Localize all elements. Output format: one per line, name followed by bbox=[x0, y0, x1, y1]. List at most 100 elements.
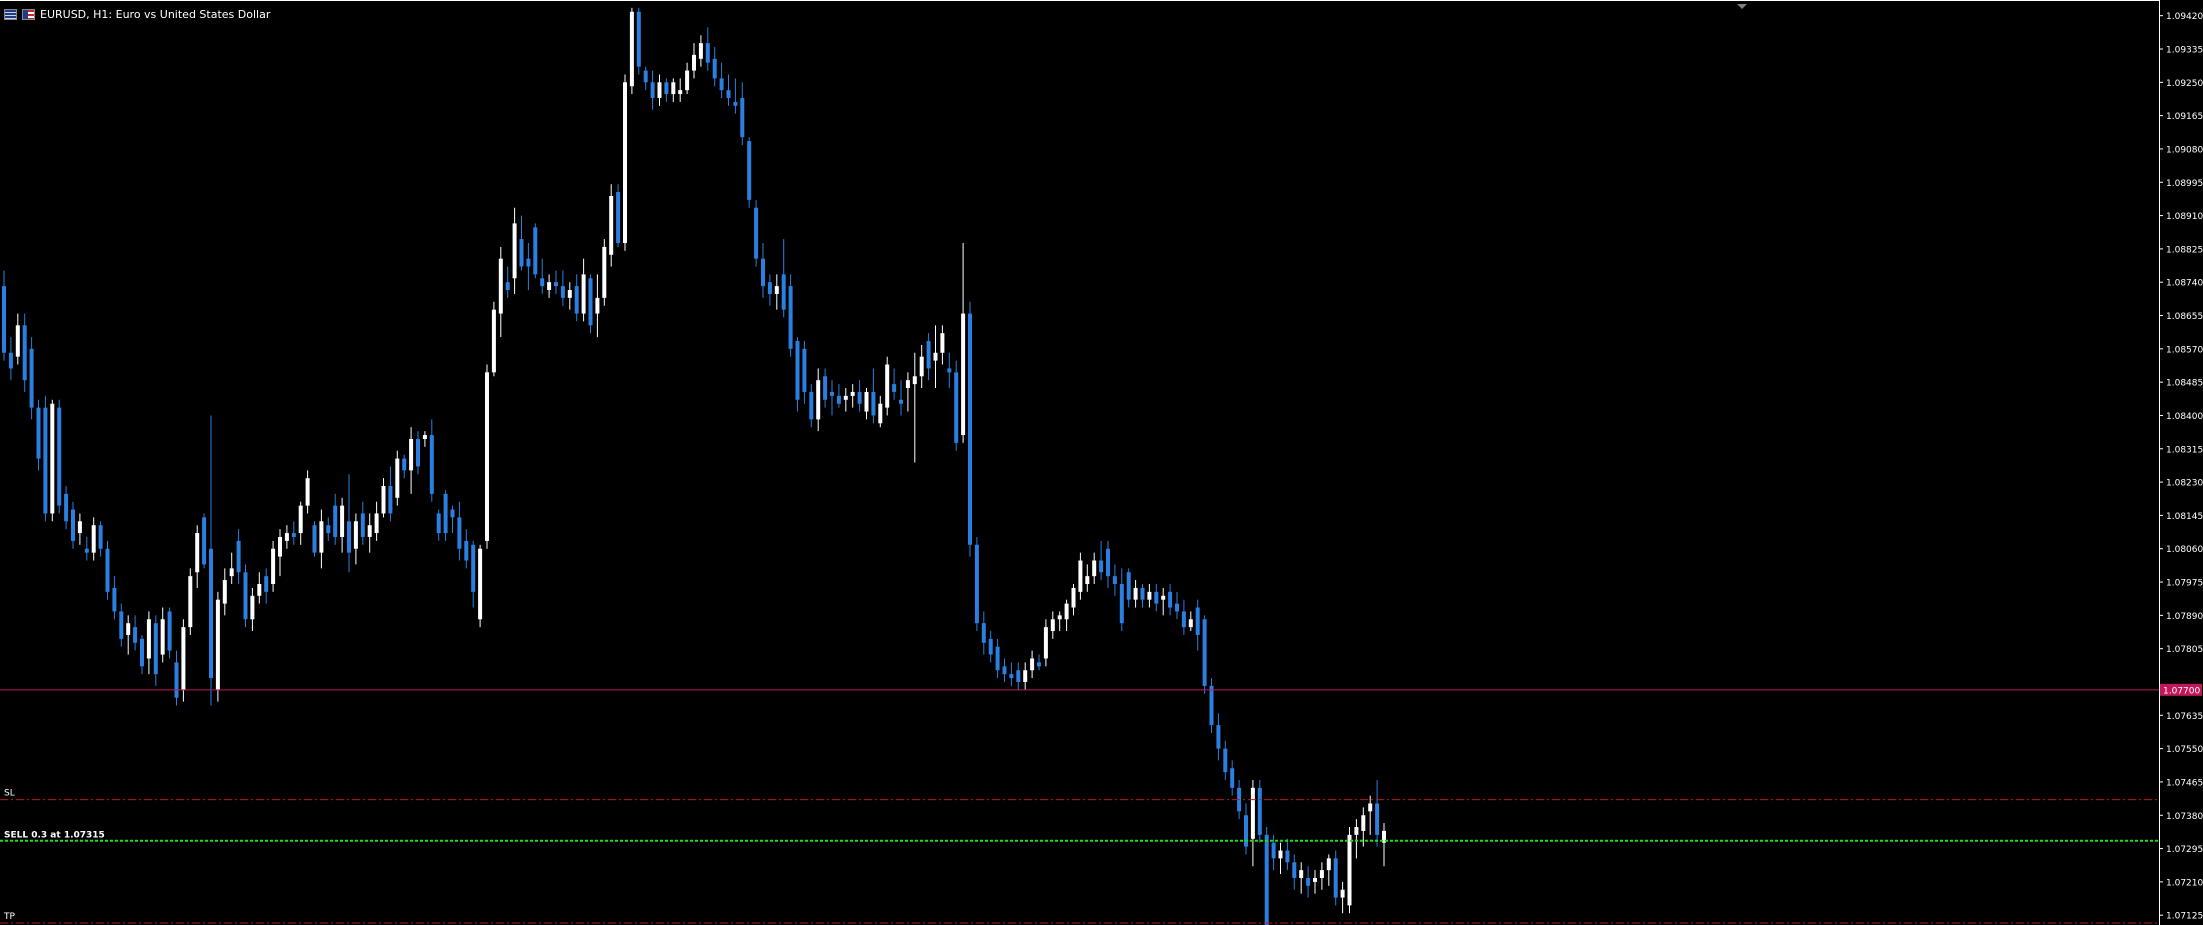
candle-body bbox=[747, 141, 752, 200]
candle-body bbox=[284, 533, 289, 541]
candle bbox=[112, 576, 117, 620]
candle-body bbox=[1057, 615, 1062, 620]
candle-body bbox=[685, 70, 690, 91]
candle-body bbox=[126, 623, 131, 635]
candle-body bbox=[795, 340, 800, 400]
candle-body bbox=[664, 82, 669, 95]
candle bbox=[436, 509, 441, 541]
candle-body bbox=[1278, 850, 1283, 859]
candle bbox=[1168, 584, 1173, 616]
candle-body bbox=[1112, 576, 1117, 585]
candle bbox=[1119, 568, 1124, 632]
candle bbox=[843, 388, 848, 412]
candle bbox=[933, 325, 938, 389]
candle bbox=[409, 427, 414, 494]
price-axis-label: 1.07550 bbox=[2166, 745, 2203, 755]
candle bbox=[774, 274, 779, 310]
candle-body bbox=[1078, 560, 1083, 592]
candle-body bbox=[995, 646, 1000, 671]
candle bbox=[160, 607, 165, 663]
chart-menu-icon[interactable] bbox=[4, 8, 17, 20]
candle-body bbox=[1375, 803, 1380, 835]
candle bbox=[968, 301, 972, 557]
candle-body bbox=[595, 297, 600, 314]
candle-body bbox=[133, 627, 138, 643]
candle bbox=[733, 78, 738, 114]
candle-body bbox=[395, 458, 400, 498]
candle-body bbox=[1306, 877, 1311, 886]
candle-body bbox=[91, 525, 96, 553]
candle-body bbox=[84, 548, 89, 553]
scroll-marker-icon[interactable] bbox=[1737, 4, 1747, 9]
candle bbox=[940, 325, 945, 365]
price-axis-label: 1.09080 bbox=[2166, 145, 2203, 155]
candle-body bbox=[657, 82, 662, 98]
candle-body bbox=[1264, 834, 1269, 925]
candle bbox=[602, 239, 607, 306]
candle bbox=[754, 199, 759, 267]
candle-body bbox=[1244, 815, 1248, 847]
candle-body bbox=[236, 540, 241, 573]
candle bbox=[229, 552, 234, 585]
candle bbox=[540, 258, 545, 294]
candle-body bbox=[498, 258, 503, 314]
candle bbox=[215, 591, 220, 702]
candle bbox=[491, 301, 496, 377]
candle-body bbox=[491, 309, 496, 373]
candle-body bbox=[1361, 815, 1366, 831]
candle-body bbox=[1168, 591, 1173, 608]
candle bbox=[1057, 611, 1062, 632]
price-axis-label: 1.07380 bbox=[2166, 812, 2203, 822]
candle-body bbox=[878, 403, 883, 424]
candle-body bbox=[1175, 603, 1179, 612]
candle bbox=[1050, 611, 1055, 639]
candle-body bbox=[581, 274, 586, 314]
candle-body bbox=[988, 638, 993, 655]
candle bbox=[57, 399, 62, 514]
candle bbox=[1375, 779, 1380, 847]
candle-body bbox=[809, 391, 814, 420]
candle bbox=[864, 388, 869, 420]
candle bbox=[222, 568, 227, 616]
candle-body bbox=[526, 258, 531, 267]
candle-body bbox=[616, 192, 621, 244]
candle-body bbox=[926, 340, 931, 369]
candle-body bbox=[602, 246, 607, 298]
candle-body bbox=[733, 101, 738, 106]
candle-body bbox=[540, 278, 545, 287]
price-axis-label: 1.08825 bbox=[2166, 245, 2203, 255]
candle-body bbox=[1071, 587, 1076, 608]
candle-body bbox=[388, 486, 393, 514]
candle bbox=[264, 568, 269, 604]
candle-body bbox=[471, 544, 476, 592]
symbol-title: EURUSD, H1: Euro vs United States Dollar bbox=[40, 7, 271, 21]
candle bbox=[912, 352, 917, 463]
candle-body bbox=[788, 286, 793, 349]
candle bbox=[367, 513, 372, 553]
candle bbox=[533, 223, 538, 279]
candle bbox=[126, 615, 131, 655]
candle-body bbox=[450, 509, 455, 518]
candle bbox=[1313, 870, 1317, 894]
candle-body bbox=[512, 223, 517, 279]
candle-body bbox=[823, 376, 828, 400]
candle bbox=[678, 78, 683, 102]
price-axis-label: 1.07635 bbox=[2166, 712, 2203, 722]
candle-body bbox=[836, 395, 841, 404]
candle-body bbox=[643, 70, 648, 83]
candle-body bbox=[1154, 591, 1159, 604]
candle bbox=[1195, 599, 1200, 651]
candle-body bbox=[457, 517, 462, 549]
candle bbox=[1161, 587, 1166, 616]
candle bbox=[1382, 823, 1386, 867]
candle-body bbox=[678, 90, 683, 95]
candle bbox=[167, 607, 172, 659]
candle-body bbox=[98, 525, 103, 549]
candle bbox=[1099, 540, 1104, 581]
candle bbox=[1271, 834, 1276, 871]
candle-body bbox=[1188, 619, 1193, 628]
candle bbox=[1333, 850, 1338, 906]
candle bbox=[740, 82, 745, 146]
candle bbox=[326, 517, 331, 541]
